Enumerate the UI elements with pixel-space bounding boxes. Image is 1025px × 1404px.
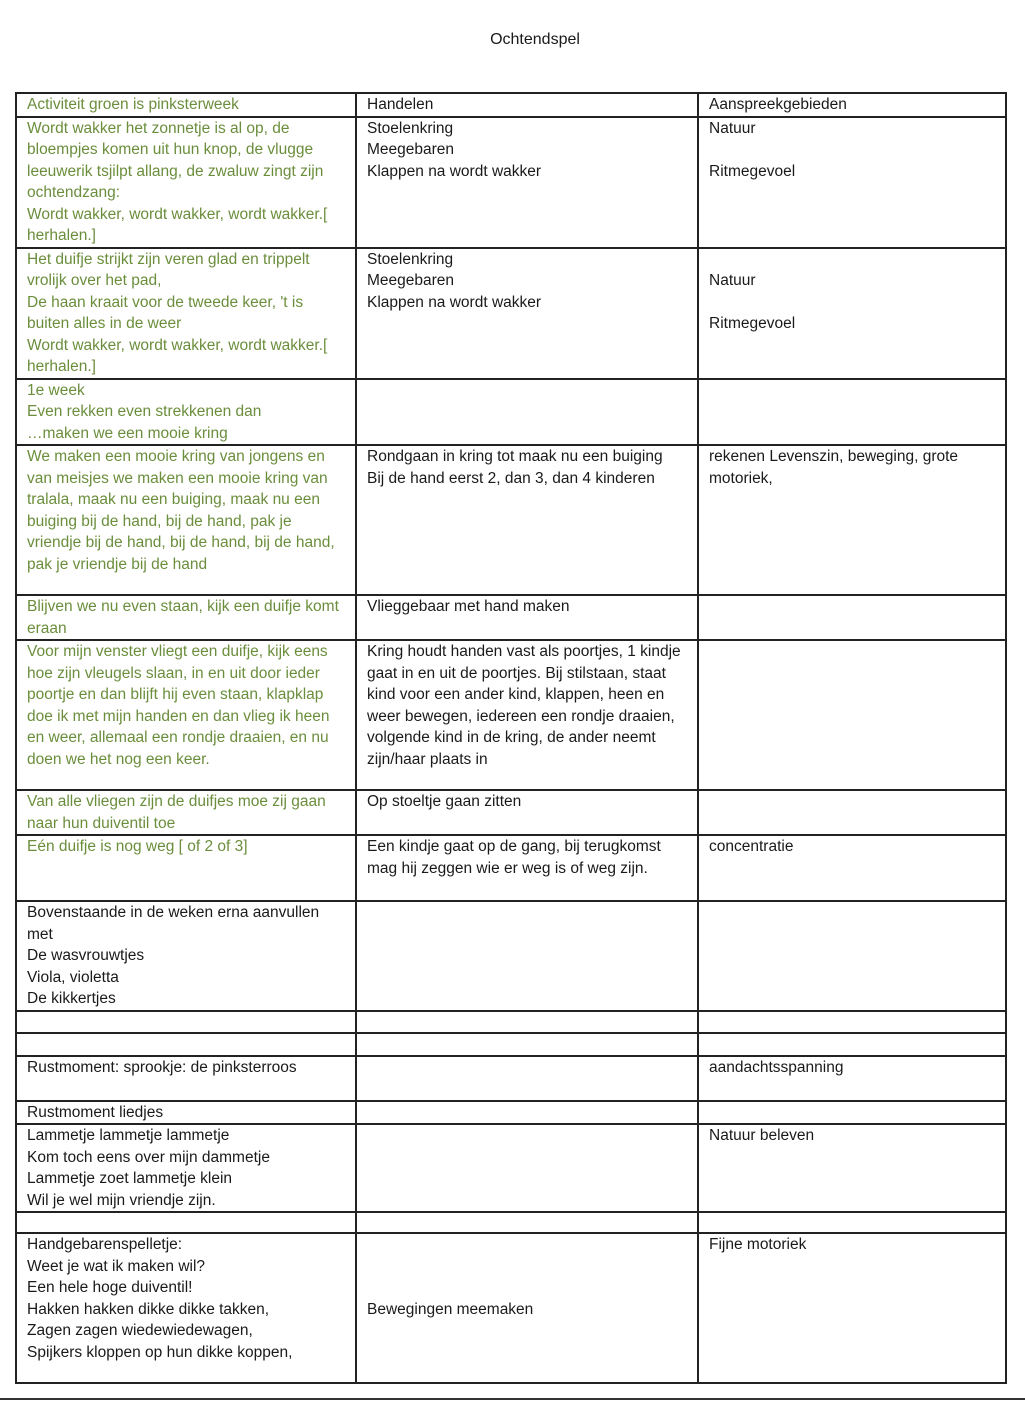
aanspreekgebieden-cell: [697, 377, 1007, 446]
handelen-cell: [355, 1031, 699, 1057]
aanspreekgebieden-cell: Natuur Ritmegevoel: [697, 246, 1007, 380]
table-row: [15, 1009, 1007, 1034]
table-row: 1e week Even rekken even strekkenen dan …: [15, 377, 1007, 446]
table-row: [15, 1031, 1007, 1057]
activity-cell: 1e week Even rekken even strekkenen dan …: [15, 377, 357, 446]
activity-cell: Bovenstaande in de weken erna aanvullen …: [15, 900, 357, 1012]
activity-cell: We maken een mooie kring van jongens en …: [15, 444, 357, 596]
handelen-cell: [355, 1123, 699, 1213]
aanspreekgebieden-cell: [697, 639, 1007, 791]
aanspreekgebieden-cell: rekenen Levenszin, beweging, grote motor…: [697, 444, 1007, 596]
header-activity: Activiteit groen is pinksterweek: [15, 92, 357, 118]
aanspreekgebieden-cell: [697, 789, 1007, 836]
aanspreekgebieden-cell: [697, 1009, 1007, 1034]
activity-cell: [15, 1009, 357, 1034]
aanspreekgebieden-cell: Natuur Ritmegevoel: [697, 115, 1007, 249]
handelen-cell: Rondgaan in kring tot maak nu een buigin…: [355, 444, 699, 596]
activity-cell: [15, 1031, 357, 1057]
activity-cell: Het duifje strijkt zijn veren glad en tr…: [15, 246, 357, 380]
handelen-cell: [355, 1054, 699, 1102]
table-row: Het duifje strijkt zijn veren glad en tr…: [15, 246, 1007, 380]
aanspreekgebieden-cell: concentratie: [697, 834, 1007, 902]
aanspreekgebieden-cell: [697, 594, 1007, 641]
table-row: Van alle vliegen zijn de duifjes moe zij…: [15, 789, 1007, 836]
table-row: Lammetje lammetje lammetje Kom toch eens…: [15, 1123, 1007, 1213]
header-aanspreekgebieden: Aanspreekgebieden: [697, 92, 1007, 118]
handelen-cell: Kring houdt handen vast als poortjes, 1 …: [355, 639, 699, 791]
handelen-cell: [355, 1099, 699, 1125]
table-row: Voor mijn venster vliegt een duifje, kij…: [15, 639, 1007, 791]
aanspreekgebieden-cell: [697, 900, 1007, 1012]
aanspreekgebieden-cell: [697, 1211, 1007, 1234]
handelen-cell: Vlieggebaar met hand maken: [355, 594, 699, 641]
table-row: Blijven we nu even staan, kijk een duifj…: [15, 594, 1007, 641]
handelen-cell: [355, 1009, 699, 1034]
aanspreekgebieden-cell: [697, 1099, 1007, 1125]
aanspreekgebieden-cell: aandachtsspanning: [697, 1054, 1007, 1102]
table-row: We maken een mooie kring van jongens en …: [15, 444, 1007, 596]
activity-cell: Van alle vliegen zijn de duifjes moe zij…: [15, 789, 357, 836]
table-row: [15, 1211, 1007, 1234]
activity-cell: Eén duifje is nog weg [ of 2 of 3]: [15, 834, 357, 902]
handelen-cell: Stoelenkring Meegebaren Klappen na wordt…: [355, 115, 699, 249]
page-title: Ochtendspel: [490, 31, 580, 48]
handelen-cell: Op stoeltje gaan zitten: [355, 789, 699, 836]
activity-cell: Rustmoment liedjes: [15, 1099, 357, 1125]
page-bottom-border: [0, 1398, 1025, 1400]
activity-cell: Handgebarenspelletje: Weet je wat ik mak…: [15, 1232, 357, 1384]
handelen-cell: Een kindje gaat op de gang, bij terugkom…: [355, 834, 699, 902]
activity-cell: Lammetje lammetje lammetje Kom toch eens…: [15, 1123, 357, 1213]
activity-cell: [15, 1211, 357, 1234]
table-row: Wordt wakker het zonnetje is al op, de b…: [15, 115, 1007, 249]
activity-cell: Voor mijn venster vliegt een duifje, kij…: [15, 639, 357, 791]
table-row: Rustmoment: sprookje: de pinksterroos aan…: [15, 1054, 1007, 1102]
table-row: Eén duifje is nog weg [ of 2 of 3] Een ki…: [15, 834, 1007, 902]
table-row: Bovenstaande in de weken erna aanvullen …: [15, 900, 1007, 1012]
activity-cell: Blijven we nu even staan, kijk een duifj…: [15, 594, 357, 641]
table-header-row: Activiteit groen is pinksterweek Handele…: [15, 92, 1007, 118]
aanspreekgebieden-cell: Natuur beleven: [697, 1123, 1007, 1213]
header-handelen: Handelen: [355, 92, 699, 118]
aanspreekgebieden-cell: [697, 1031, 1007, 1057]
activity-cell: Wordt wakker het zonnetje is al op, de b…: [15, 115, 357, 249]
handelen-cell: [355, 1211, 699, 1234]
handelen-cell: Stoelenkring Meegebaren Klappen na wordt…: [355, 246, 699, 380]
activity-cell: Rustmoment: sprookje: de pinksterroos: [15, 1054, 357, 1102]
aanspreekgebieden-cell: Fijne motoriek: [697, 1232, 1007, 1384]
table-row: Rustmoment liedjes: [15, 1099, 1007, 1125]
handelen-cell: [355, 900, 699, 1012]
handelen-cell: Bewegingen meemaken: [355, 1232, 699, 1384]
activity-table: Activiteit groen is pinksterweek Handele…: [15, 92, 1007, 1384]
handelen-cell: [355, 377, 699, 446]
table-row: Handgebarenspelletje: Weet je wat ik mak…: [15, 1232, 1007, 1384]
